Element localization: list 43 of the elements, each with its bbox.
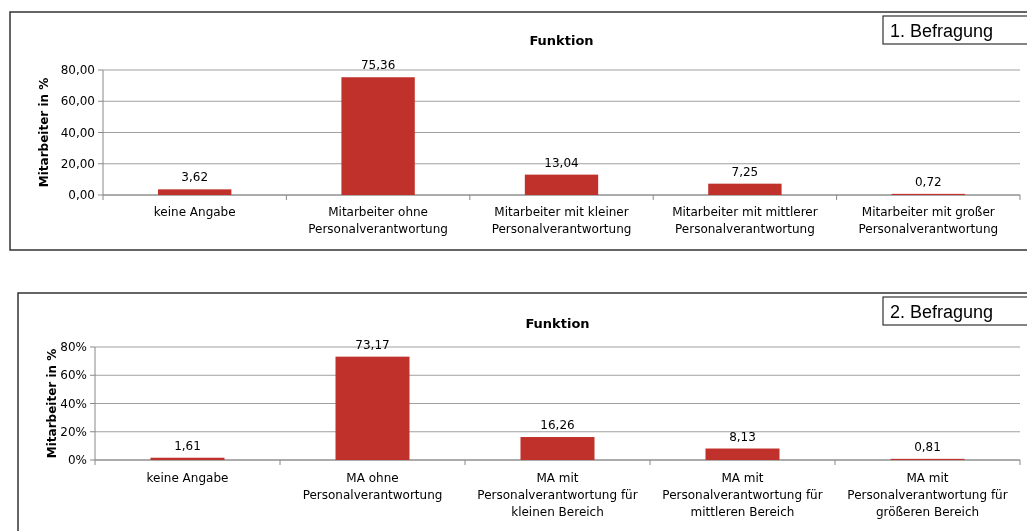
bar — [705, 448, 780, 460]
y-axis-title: Mitarbeiter in % — [37, 77, 51, 188]
x-tick-label: MA ohne Personalverantwortung — [302, 471, 443, 502]
x-tick-label: MA mit Personalverantwortung für größeren Bereich — [847, 471, 1008, 519]
text: 1. Befragung — [890, 21, 994, 41]
data-label: 0,72 — [914, 174, 942, 189]
bar — [520, 437, 595, 460]
x-tick-label: MA mit Personalverantwortung für kleinen Bereich — [477, 471, 638, 519]
data-label: 16,26 — [540, 418, 575, 433]
x-tick-label: Mitarbeiter mit mittlerer Personalverantwortung — [672, 205, 818, 236]
y-tick-label: 40% — [60, 396, 87, 411]
chart-title: Funktion — [525, 316, 590, 331]
data-label: 8,13 — [729, 429, 756, 444]
bar — [524, 174, 599, 195]
x-tick-label: Mitarbeiter mit kleiner Personalverantwortung — [491, 205, 632, 236]
y-tick-label: 80% — [60, 340, 87, 355]
x-tick-label: Mitarbeiter ohne Personalverantwortung — [308, 205, 448, 236]
y-tick-label: 0% — [67, 453, 87, 468]
data-label: 75,36 — [360, 58, 396, 73]
y-tick-label: 80,00 — [60, 63, 95, 78]
data-label: 3,62 — [181, 170, 209, 185]
y-tick-label: 20,00 — [60, 156, 95, 171]
x-tick-label: keine Angabe — [153, 205, 236, 219]
y-axis-title: Mitarbeiter in % — [45, 348, 59, 459]
y-tick-label: 60% — [60, 368, 87, 383]
bar — [158, 189, 232, 195]
data-label: 1,61 — [174, 438, 201, 453]
y-tick-label: 0,00 — [68, 188, 95, 203]
bar — [341, 77, 415, 195]
bar — [708, 183, 782, 195]
y-tick-label: 20% — [60, 424, 87, 439]
x-tick-label: Mitarbeiter mit großer Personalverantwortung — [858, 205, 999, 236]
data-label: 13,04 — [544, 155, 579, 170]
bar — [335, 356, 410, 460]
y-tick-label: 60,00 — [60, 94, 95, 109]
x-tick-label: keine Angabe — [146, 471, 229, 485]
data-label: 73,17 — [355, 337, 390, 352]
data-label: 7,25 — [731, 164, 759, 179]
data-label: 0,81 — [914, 439, 941, 454]
y-tick-label: 40,00 — [60, 125, 95, 140]
x-tick-label: MA mit Personalverantwortung für mittleren Bereich — [662, 471, 823, 519]
chart-title: Funktion — [529, 33, 594, 48]
text: 2. Befragung — [890, 302, 994, 322]
